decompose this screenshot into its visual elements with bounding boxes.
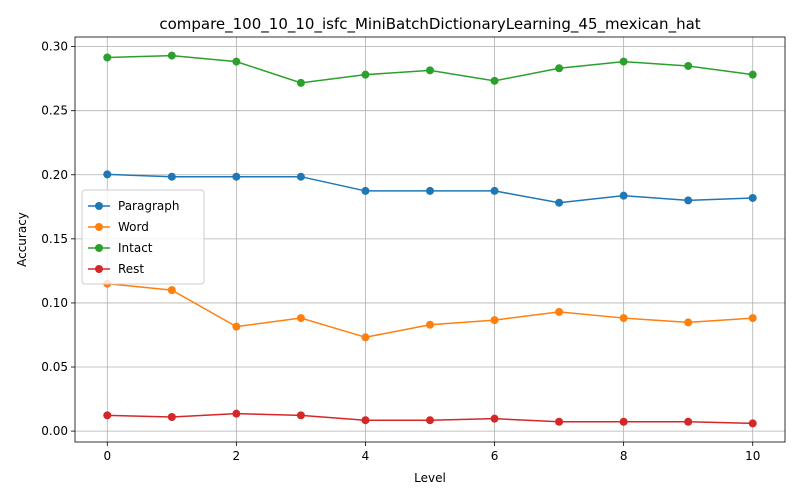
x-tick-label: 6: [491, 449, 499, 463]
y-tick-label: 0.05: [41, 360, 68, 374]
data-point-intact: [103, 53, 112, 62]
data-point-paragraph: [426, 186, 434, 195]
x-axis-label: Level: [414, 471, 446, 485]
chart-title: compare_100_10_10_isfc_MiniBatchDictiona…: [159, 15, 700, 34]
x-tick-label: 8: [620, 449, 628, 463]
grid: [75, 37, 785, 442]
data-point-rest: [555, 417, 564, 426]
data-point-rest: [103, 411, 112, 420]
data-point-word: [232, 322, 241, 331]
data-point-word: [167, 286, 176, 295]
data-point-word: [490, 316, 499, 325]
ticks: 0 2 4 6 8 10 0.00 0.05 0.10 0.15 0.20 0.25 0.30: [41, 40, 760, 463]
data-point-paragraph: [103, 170, 112, 179]
data-point-word: [555, 307, 564, 316]
data-point-paragraph: [296, 172, 305, 181]
data-point-paragraph: [361, 186, 370, 195]
plot-frame: [74, 36, 786, 443]
data-point-rest: [619, 417, 628, 426]
data-point-rest: [361, 416, 370, 425]
data-point-intact: [426, 66, 434, 75]
data-point-word: [296, 314, 305, 323]
legend-box: [81, 189, 205, 285]
data-point-word: [426, 320, 434, 329]
legend-label-paragraph: Paragraph: [118, 199, 179, 213]
data-point-rest: [296, 411, 305, 420]
data-point-word: [361, 333, 370, 342]
data-point-intact: [361, 70, 370, 79]
data-point-intact: [619, 57, 628, 66]
x-tick-label: 4: [362, 449, 370, 463]
data-point-paragraph: [619, 191, 628, 200]
y-tick-label: 0.15: [41, 232, 68, 246]
data-point-intact: [296, 78, 305, 87]
data-point-paragraph: [684, 196, 693, 205]
x-tick-label: 10: [745, 449, 760, 463]
data-point-rest: [490, 414, 499, 423]
data-point-word: [619, 314, 628, 323]
data-point-rest: [232, 409, 241, 418]
legend-label-rest: Rest: [118, 262, 144, 276]
data-point-intact: [232, 57, 241, 66]
data-point-intact: [748, 70, 757, 79]
legend-marker-intact: [95, 244, 103, 252]
data-point-intact: [684, 61, 693, 70]
data-point-intact: [167, 51, 176, 60]
data-point-intact: [555, 64, 564, 73]
y-tick-label: 0.30: [41, 40, 68, 54]
data-point-word: [684, 318, 693, 327]
x-tick-label: 2: [233, 449, 241, 463]
data-point-paragraph: [748, 193, 757, 202]
data-point-paragraph: [167, 172, 176, 181]
data-point-intact: [490, 76, 499, 85]
legend-marker-paragraph: [95, 202, 103, 210]
data-point-rest: [684, 417, 693, 426]
legend-label-intact: Intact: [118, 241, 153, 255]
data-point-rest: [426, 416, 434, 425]
series-layer: [103, 51, 757, 428]
data-point-rest: [748, 419, 757, 428]
data-point-paragraph: [555, 198, 564, 207]
y-tick-label: 0.00: [41, 424, 68, 438]
x-tick-label: 0: [103, 449, 111, 463]
y-tick-label: 0.25: [41, 104, 68, 118]
y-tick-label: 0.20: [41, 168, 68, 182]
legend-label-word: Word: [118, 220, 149, 234]
data-point-paragraph: [232, 172, 241, 181]
legend-marker-rest: [95, 265, 103, 273]
y-axis-label: Accuracy: [15, 212, 29, 267]
data-point-rest: [167, 413, 176, 422]
data-point-word: [748, 314, 757, 323]
series-line-word: [107, 282, 753, 339]
data-point-paragraph: [490, 186, 499, 195]
legend-marker-word: [95, 223, 103, 231]
legend: Paragraph Word Intact Rest: [81, 189, 205, 285]
y-tick-label: 0.10: [41, 296, 68, 310]
